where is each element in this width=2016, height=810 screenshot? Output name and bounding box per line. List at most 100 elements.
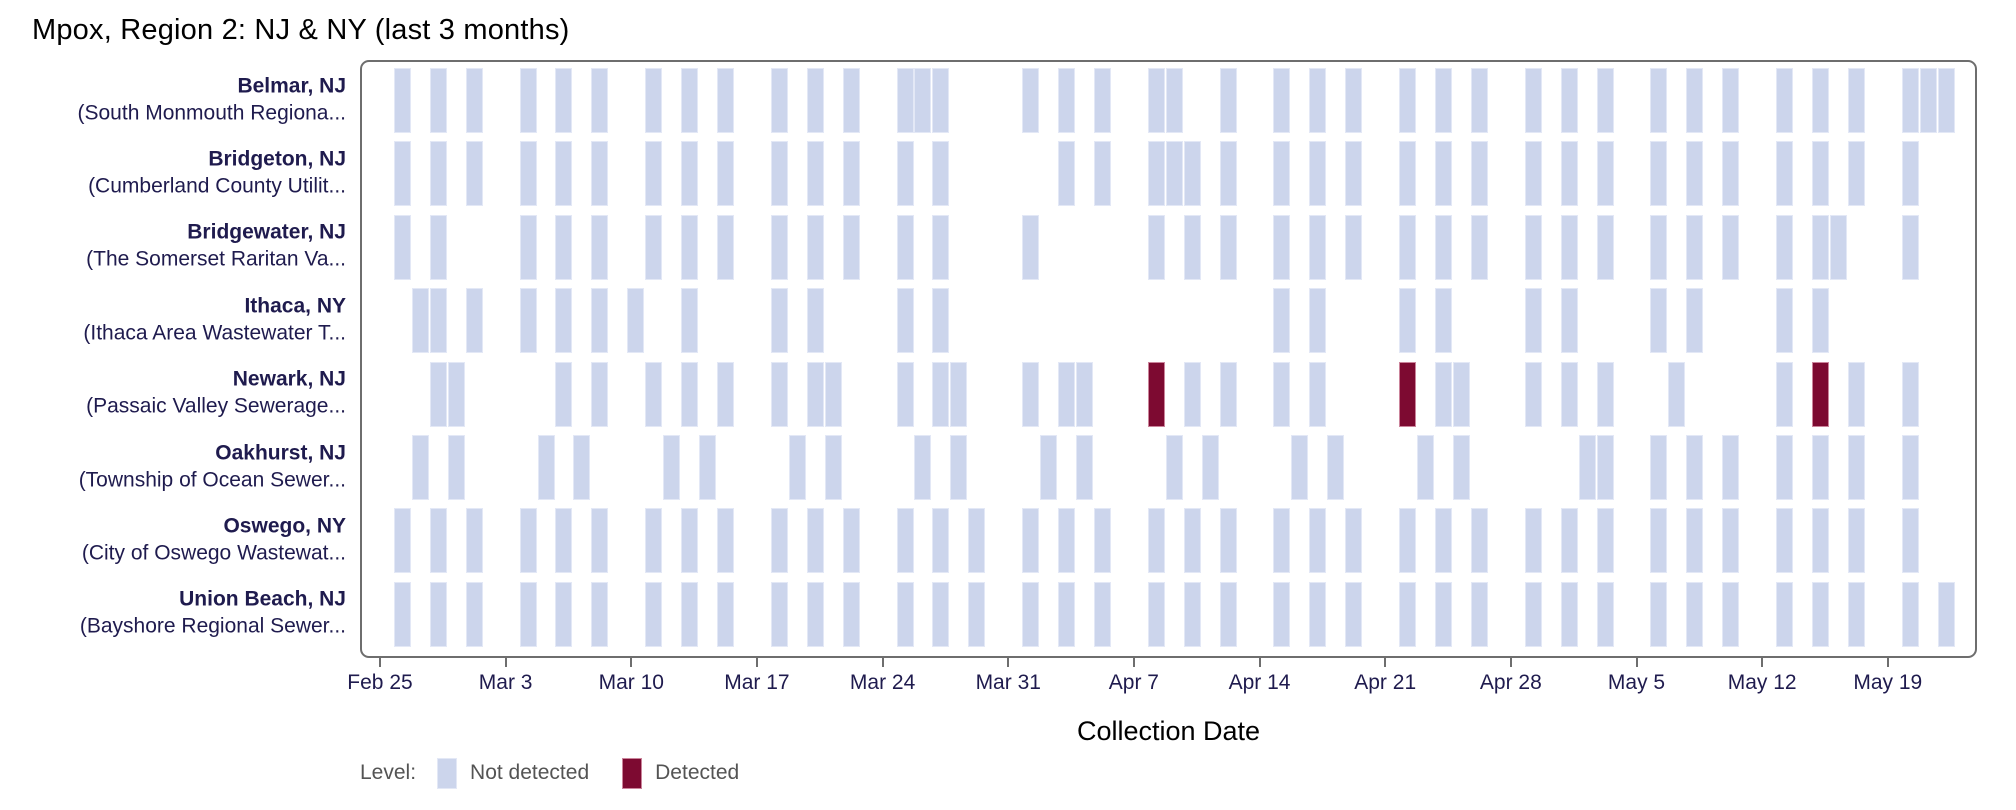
detection-bar-not-detected	[1183, 581, 1201, 647]
x-tick-label: Mar 31	[975, 671, 1041, 694]
detection-bar-not-detected	[896, 508, 914, 574]
detection-bar-not-detected	[717, 361, 735, 427]
detection-bar-not-detected	[1937, 581, 1955, 647]
detection-bar-not-detected	[1776, 214, 1794, 280]
site-facility: (City of Oswego Wastewat...	[81, 541, 346, 565]
detection-bar-not-detected	[1022, 68, 1040, 133]
detection-bar-not-detected	[1345, 581, 1363, 647]
detection-bar-not-detected	[770, 508, 788, 574]
detection-bar-not-detected	[1847, 508, 1865, 574]
x-tick-label: May 12	[1727, 671, 1797, 694]
detection-bar-not-detected	[1399, 214, 1417, 280]
detection-bar-not-detected	[429, 214, 447, 280]
site-row-label: Belmar, NJ (South Monmouth Regiona...	[0, 72, 347, 126]
detection-bar-not-detected	[806, 288, 824, 354]
detection-bar-not-detected	[393, 581, 411, 647]
detection-bar-not-detected	[770, 141, 788, 207]
detection-bar-not-detected	[1596, 141, 1614, 207]
detection-bar-not-detected	[806, 68, 824, 133]
detection-bar-not-detected	[465, 508, 483, 574]
x-tick	[630, 658, 633, 667]
x-tick-label: Mar 10	[598, 671, 664, 694]
legend-title: Level:	[360, 761, 417, 784]
detection-bar-not-detected	[717, 141, 735, 207]
detection-bar-not-detected	[1183, 508, 1201, 574]
x-tick-label: Apr 7	[1108, 671, 1159, 694]
site-facility: (Cumberland County Utilit...	[88, 174, 346, 198]
detection-bar-not-detected	[1435, 508, 1453, 574]
detection-bar-not-detected	[429, 288, 447, 354]
detection-bar-not-detected	[806, 361, 824, 427]
detection-bar-not-detected	[806, 141, 824, 207]
detection-bar-not-detected	[1524, 581, 1542, 647]
detection-bar-detected	[1811, 361, 1829, 427]
detection-bar-not-detected	[591, 508, 609, 574]
x-tick-label: May 19	[1853, 671, 1923, 694]
site-row-label: Ithaca, NY (Ithaca Area Wastewater T...	[0, 292, 346, 346]
detection-bar-not-detected	[770, 581, 788, 647]
detection-bar-not-detected	[896, 288, 914, 354]
detection-bar-not-detected	[932, 581, 950, 647]
detection-bar-not-detected	[1435, 214, 1453, 280]
detection-bar-not-detected	[1165, 435, 1183, 500]
site-row-label: Oswego, NY (City of Oswego Wastewat...	[0, 512, 346, 566]
detection-bar-not-detected	[1847, 141, 1865, 207]
detection-bar-not-detected	[393, 214, 411, 280]
detection-bar-not-detected	[1452, 435, 1470, 500]
site-name: Newark, NJ	[232, 367, 346, 391]
site-name: Bridgeton, NJ	[208, 147, 346, 171]
detection-bar-not-detected	[1686, 141, 1704, 207]
x-tick	[1635, 658, 1638, 667]
detection-bar-not-detected	[519, 141, 537, 207]
x-tick-label: Feb 25	[347, 671, 413, 694]
detection-bar-not-detected	[429, 141, 447, 207]
x-tick	[1384, 658, 1387, 667]
detection-bar-not-detected	[1524, 214, 1542, 280]
detection-bar-not-detected	[1560, 508, 1578, 574]
detection-bar-not-detected	[1470, 68, 1488, 133]
detection-bar-not-detected	[914, 68, 932, 133]
detection-bar-not-detected	[1435, 361, 1453, 427]
detection-bar-not-detected	[555, 508, 573, 574]
detection-bar-not-detected	[1040, 435, 1058, 500]
detection-bar-not-detected	[1829, 214, 1847, 280]
detection-bar-not-detected	[806, 214, 824, 280]
detection-bar-not-detected	[681, 68, 699, 133]
site-row-label: Bridgeton, NJ (Cumberland County Utilit..…	[0, 145, 346, 199]
detection-bar-not-detected	[1524, 508, 1542, 574]
detection-bar-not-detected	[1022, 581, 1040, 647]
detection-bar-not-detected	[1524, 361, 1542, 427]
detection-bar-not-detected	[896, 361, 914, 427]
detection-bar-not-detected	[465, 141, 483, 207]
detection-bar-not-detected	[1147, 508, 1165, 574]
x-tick	[1007, 658, 1010, 667]
detection-bar-not-detected	[1937, 68, 1955, 133]
detection-bar-not-detected	[1650, 214, 1668, 280]
detection-bar-not-detected	[1811, 508, 1829, 574]
detection-bar-not-detected	[1076, 435, 1094, 500]
detection-bar-not-detected	[645, 68, 663, 133]
site-facility: (Township of Ocean Sewer...	[78, 467, 346, 491]
detection-bar-not-detected	[1470, 214, 1488, 280]
detection-bar-not-detected	[1901, 141, 1919, 207]
detection-bar-not-detected	[1470, 508, 1488, 574]
detection-bar-not-detected	[645, 361, 663, 427]
detection-bar-not-detected	[1435, 68, 1453, 133]
detection-bar-not-detected	[770, 214, 788, 280]
detection-bar-not-detected	[663, 435, 681, 500]
detection-bar-not-detected	[519, 508, 537, 574]
detection-bar-not-detected	[1309, 508, 1327, 574]
detection-bar-not-detected	[1273, 508, 1291, 574]
detection-bar-not-detected	[681, 581, 699, 647]
detection-bar-not-detected	[1273, 68, 1291, 133]
detection-bar-not-detected	[1776, 141, 1794, 207]
legend: Level: Not detected Detected	[360, 756, 739, 790]
detection-bar-not-detected	[932, 288, 950, 354]
detection-bar-not-detected	[1309, 214, 1327, 280]
detection-bar-not-detected	[896, 141, 914, 207]
detection-bar-not-detected	[1560, 361, 1578, 427]
detection-bar-not-detected	[627, 288, 645, 354]
detection-bar-not-detected	[1650, 508, 1668, 574]
detection-bar-not-detected	[1776, 68, 1794, 133]
detection-bar-not-detected	[1093, 68, 1111, 133]
